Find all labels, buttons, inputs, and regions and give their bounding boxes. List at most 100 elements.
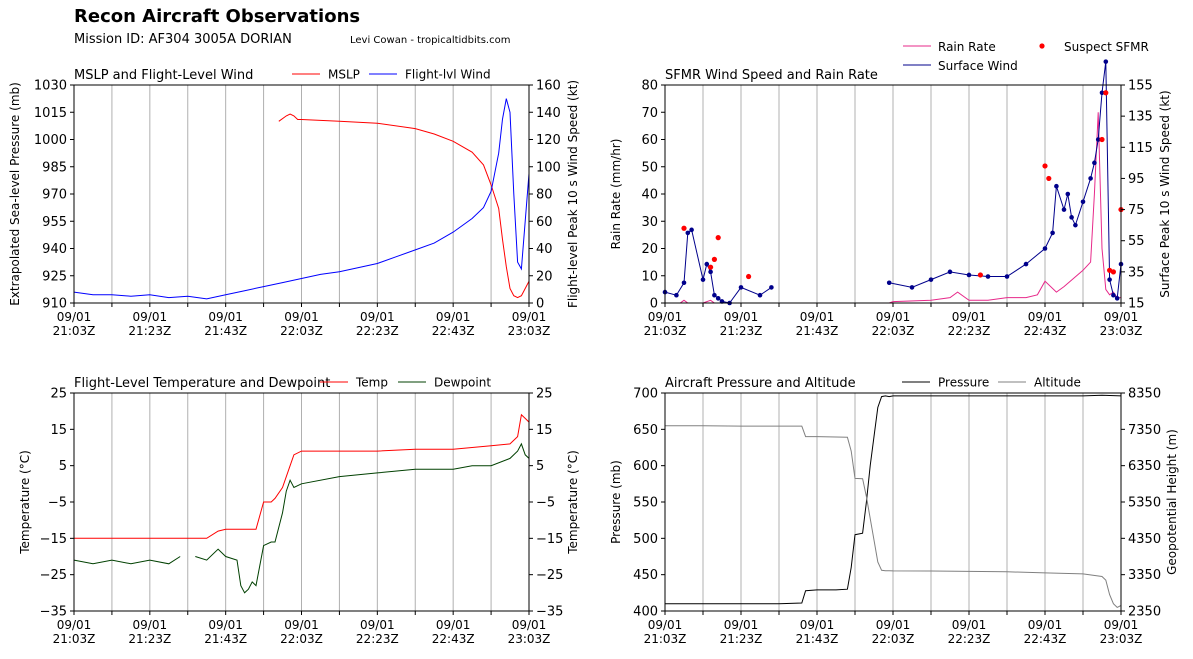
surface-wind-point bbox=[1050, 230, 1055, 236]
y-tick-label: 0 bbox=[650, 297, 658, 312]
y-right-tick-label: 5 bbox=[536, 459, 544, 474]
surface-wind-point bbox=[1004, 274, 1010, 279]
credit-label: Levi Cowan - tropicaltidbits.com bbox=[350, 35, 511, 46]
legend-label: Rain Rate bbox=[938, 40, 996, 54]
y-tick-label: 400 bbox=[633, 605, 658, 620]
y-right-tick-label: 20 bbox=[536, 269, 553, 284]
page-title: Recon Aircraft Observations bbox=[74, 6, 361, 27]
y-tick-label: 60 bbox=[641, 133, 658, 148]
y-tick-label: 1030 bbox=[34, 79, 67, 94]
y-right-tick-label: −5 bbox=[536, 496, 555, 511]
y-tick-label: 1000 bbox=[34, 133, 67, 148]
x-tick-label: 09/01 22:23Z bbox=[356, 618, 399, 646]
legend-label: Surface Wind bbox=[938, 59, 1018, 73]
surface-wind-point bbox=[1088, 176, 1093, 181]
y-tick-label: 970 bbox=[42, 188, 67, 203]
x-tick-label: 09/01 21:43Z bbox=[204, 310, 247, 338]
series-line-dewpoint bbox=[195, 442, 530, 594]
y-tick-label: 500 bbox=[633, 532, 658, 547]
series-line-surface-wind bbox=[889, 61, 1122, 300]
y-tick-label: 5 bbox=[59, 459, 67, 474]
surface-wind-point bbox=[685, 230, 691, 236]
y-tick-label: 80 bbox=[641, 79, 658, 94]
surface-wind-point bbox=[689, 227, 694, 233]
y-right-tick-label: 80 bbox=[536, 188, 553, 203]
x-tick-label: 09/01 23:03Z bbox=[1100, 310, 1143, 338]
x-tick-label: 09/01 22:43Z bbox=[432, 310, 475, 338]
y-axis-label: Pressure (mb) bbox=[609, 460, 623, 544]
y-right-tick-label: 8350 bbox=[1128, 387, 1161, 402]
suspect-point bbox=[681, 225, 687, 231]
y-tick-label: 15 bbox=[50, 423, 67, 438]
surface-wind-point bbox=[704, 261, 710, 267]
chart-title: Flight-Level Temperature and Dewpoint bbox=[74, 376, 330, 391]
y-right-tick-label: 25 bbox=[536, 387, 553, 402]
y-right-tick-label: −35 bbox=[536, 605, 563, 620]
y-axis-label: Extrapolated Sea-level Pressure (mb) bbox=[8, 82, 22, 306]
y-right-tick-label: 135 bbox=[1128, 110, 1153, 125]
x-tick-label: 09/01 23:03Z bbox=[508, 310, 551, 338]
chart-sfmr: 0 10 20 30 40 50 60 70 80 15 35 55 75 95 115 135 155 09/0… bbox=[609, 40, 1172, 338]
suspect-point bbox=[977, 272, 984, 278]
y-tick-label: 10 bbox=[641, 269, 658, 284]
y-right-axis-label: Flight-level Peak 10 s Wind Speed (kt) bbox=[566, 80, 580, 308]
legend-label: Dewpoint bbox=[434, 376, 491, 390]
suspect-point bbox=[1099, 136, 1105, 143]
y-right-tick-label: 100 bbox=[536, 160, 561, 175]
y-tick-label: −25 bbox=[40, 568, 67, 583]
y-tick-label: 450 bbox=[633, 568, 658, 583]
y-right-tick-label: 3350 bbox=[1128, 568, 1161, 583]
y-right-tick-label: 7350 bbox=[1128, 423, 1161, 438]
y-right-tick-label: 2350 bbox=[1128, 605, 1161, 620]
y-right-tick-label: 160 bbox=[536, 79, 561, 94]
x-tick-label: 09/01 22:43Z bbox=[1024, 618, 1067, 646]
y-right-tick-label: 15 bbox=[1128, 297, 1145, 312]
suspect-point bbox=[1046, 175, 1052, 182]
surface-wind-point bbox=[757, 292, 763, 298]
surface-wind-point bbox=[674, 292, 679, 298]
y-tick-label: 550 bbox=[633, 496, 658, 511]
y-right-tick-label: −25 bbox=[536, 568, 563, 583]
x-tick-label: 09/01 22:43Z bbox=[432, 618, 475, 646]
x-tick-label: 09/01 21:43Z bbox=[796, 310, 839, 338]
series-line-rain-rate bbox=[889, 112, 1121, 304]
x-tick-label: 09/01 21:23Z bbox=[720, 310, 763, 338]
x-tick-label: 09/01 23:03Z bbox=[1100, 618, 1143, 646]
y-right-tick-label: 0 bbox=[536, 297, 544, 312]
suspect-point bbox=[1042, 163, 1048, 169]
x-tick-label: 09/01 22:03Z bbox=[872, 310, 915, 338]
y-right-tick-label: 60 bbox=[536, 215, 553, 230]
x-tick-label: 09/01 22:23Z bbox=[948, 618, 991, 646]
chart-title: Aircraft Pressure and Altitude bbox=[665, 376, 856, 391]
y-tick-label: 650 bbox=[633, 423, 658, 438]
y-axis-label: Temperature (°C) bbox=[18, 450, 32, 555]
surface-wind-point bbox=[1080, 199, 1086, 205]
surface-wind-point bbox=[769, 285, 774, 290]
y-tick-label: 40 bbox=[641, 188, 658, 203]
y-tick-label: 700 bbox=[633, 387, 658, 402]
x-tick-label: 09/01 21:23Z bbox=[720, 618, 763, 646]
surface-wind-point bbox=[715, 296, 721, 301]
surface-wind-point bbox=[700, 277, 706, 282]
surface-wind-point bbox=[681, 280, 687, 286]
x-tick-label: 09/01 21:23Z bbox=[128, 310, 171, 338]
legend-label: Flight-lvl Wind bbox=[405, 68, 491, 82]
y-right-axis-label: Geopotential Height (m) bbox=[1165, 429, 1179, 575]
surface-wind-point bbox=[985, 274, 991, 279]
y-tick-label: 1015 bbox=[34, 106, 67, 121]
surface-wind-point bbox=[1023, 261, 1029, 267]
x-tick-label: 09/01 21:03Z bbox=[644, 618, 687, 646]
surface-wind-point bbox=[1114, 296, 1120, 301]
series-line-pressure bbox=[665, 394, 1122, 605]
chart-temp: −35 −25 −15 −5 5 15 25 −35 −25 −15 −5 5 15 25 09/01 21:… bbox=[18, 376, 580, 647]
legend-label: Pressure bbox=[938, 376, 989, 390]
chart-alt: 400 450 500 550 600 650 700 2350 3350 4350 5350 635… bbox=[609, 376, 1179, 647]
x-tick-label: 09/01 22:03Z bbox=[280, 618, 323, 646]
y-right-tick-label: 4350 bbox=[1128, 532, 1161, 547]
series-line-temp bbox=[74, 413, 530, 539]
surface-wind-point bbox=[1111, 292, 1116, 298]
y-tick-label: 70 bbox=[641, 106, 658, 121]
surface-wind-point bbox=[1065, 191, 1071, 197]
surface-wind-point bbox=[738, 285, 744, 290]
